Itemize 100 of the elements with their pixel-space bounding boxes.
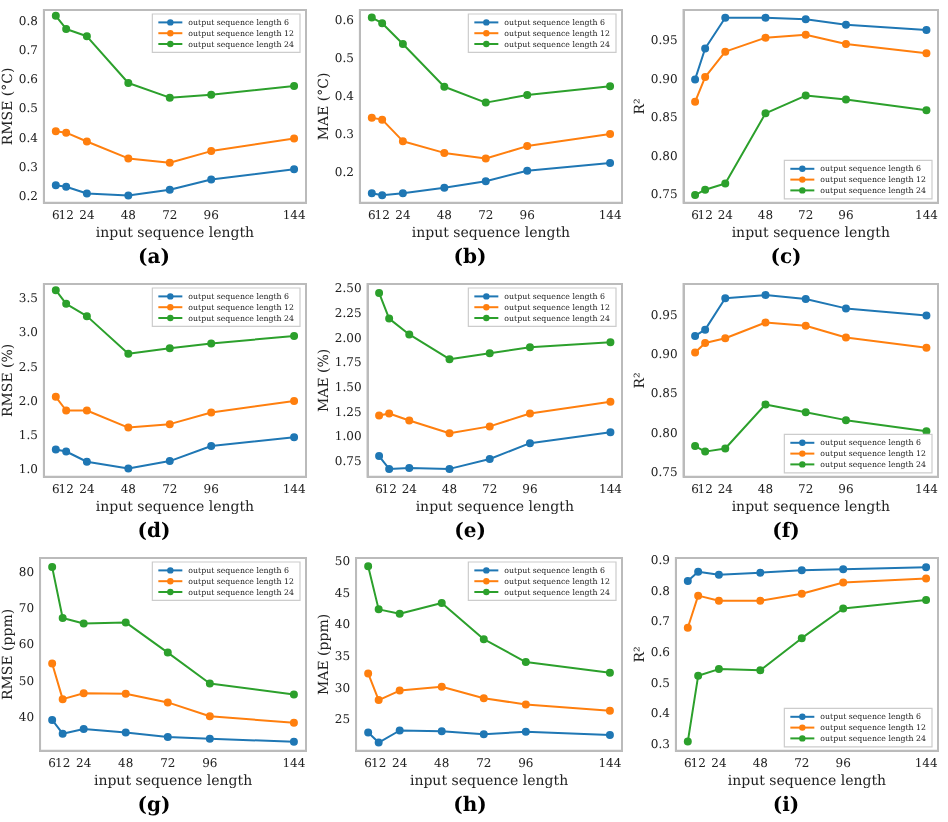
- point: [606, 130, 615, 138]
- point: [124, 191, 133, 200]
- point: [721, 294, 730, 303]
- point: [485, 349, 494, 358]
- point: [922, 26, 931, 35]
- point: [714, 665, 723, 674]
- point: [48, 659, 57, 668]
- point: [375, 288, 384, 297]
- point: [165, 420, 174, 429]
- point: [163, 648, 172, 657]
- point: [395, 726, 404, 735]
- text: (b): [453, 247, 487, 270]
- point: [124, 154, 133, 163]
- point: [289, 690, 298, 699]
- point: [683, 737, 692, 746]
- point: [922, 563, 931, 572]
- point: [82, 406, 91, 415]
- point: [374, 696, 383, 705]
- point: [523, 142, 532, 151]
- point: [367, 13, 376, 22]
- point: [290, 81, 299, 90]
- point: [839, 604, 848, 613]
- text: (i): [772, 795, 800, 818]
- text: (c): [770, 247, 802, 270]
- point: [694, 591, 703, 600]
- point: [701, 44, 710, 53]
- point: [124, 464, 133, 473]
- point: [839, 578, 848, 587]
- point: [51, 11, 60, 20]
- point: [479, 694, 488, 703]
- point: [606, 428, 615, 437]
- point: [691, 348, 700, 357]
- point: [374, 605, 383, 614]
- point: [801, 30, 810, 39]
- point: [605, 668, 614, 677]
- point: [207, 147, 216, 156]
- point: [290, 396, 299, 405]
- point: [163, 732, 172, 741]
- point: [51, 445, 60, 454]
- point: [121, 728, 130, 737]
- point: [694, 671, 703, 680]
- point: [290, 331, 299, 340]
- point: [51, 392, 60, 401]
- point: [691, 331, 700, 340]
- point: [378, 191, 387, 200]
- point: [922, 343, 931, 352]
- point: [445, 355, 454, 364]
- point: [364, 728, 373, 737]
- point: [165, 457, 174, 466]
- point: [922, 595, 931, 604]
- point: [521, 658, 530, 667]
- text: (d): [137, 521, 171, 544]
- point: [437, 727, 446, 736]
- point: [364, 669, 373, 678]
- point: [207, 175, 216, 184]
- point: [205, 679, 214, 688]
- point: [385, 314, 394, 323]
- point: [58, 695, 67, 704]
- point: [445, 464, 454, 473]
- point: [521, 727, 530, 736]
- point: [841, 333, 850, 342]
- point: [485, 422, 494, 431]
- text: (e): [454, 521, 486, 544]
- point: [839, 565, 848, 574]
- point: [761, 291, 770, 300]
- point: [683, 576, 692, 585]
- point: [481, 154, 490, 163]
- point: [62, 447, 71, 456]
- point: [841, 95, 850, 104]
- point: [207, 442, 216, 451]
- point: [525, 343, 534, 352]
- point: [440, 183, 449, 192]
- point: [165, 158, 174, 167]
- point: [841, 416, 850, 425]
- point: [375, 411, 384, 420]
- point: [62, 406, 71, 415]
- point: [62, 299, 71, 308]
- point: [79, 724, 88, 733]
- point: [79, 689, 88, 698]
- point: [367, 113, 376, 122]
- point: [714, 570, 723, 579]
- point: [121, 689, 130, 698]
- point: [205, 712, 214, 721]
- point: [290, 165, 299, 174]
- point: [445, 429, 454, 438]
- point: [62, 24, 71, 33]
- point: [756, 596, 765, 605]
- point: [405, 330, 414, 339]
- point: [523, 91, 532, 100]
- point: [367, 189, 376, 198]
- point: [606, 159, 615, 168]
- point: [165, 344, 174, 353]
- point: [922, 106, 931, 115]
- point: [841, 304, 850, 313]
- point: [437, 682, 446, 691]
- point: [797, 566, 806, 575]
- point: [523, 166, 532, 175]
- point: [761, 33, 770, 42]
- point: [385, 409, 394, 418]
- text: (g): [137, 795, 171, 818]
